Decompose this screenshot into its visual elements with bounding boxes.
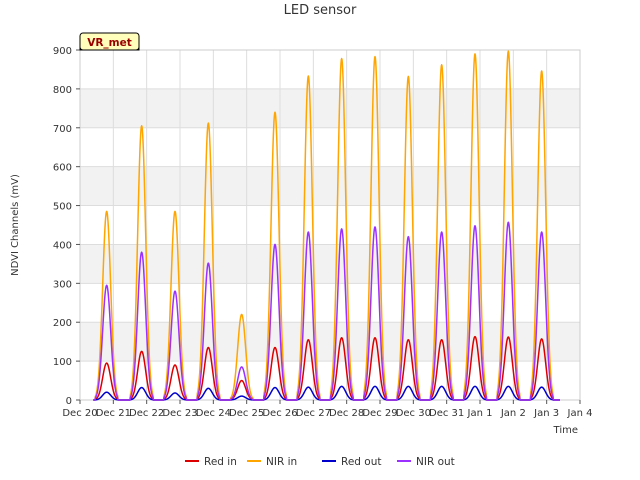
x-tick-label: Dec 29 <box>362 408 397 419</box>
x-tick-label: Jan 1 <box>467 408 493 419</box>
x-tick-label: Dec 26 <box>262 408 297 419</box>
x-tick-label: Dec 31 <box>429 408 464 419</box>
y-tick-label: 700 <box>53 124 72 135</box>
chart-title: LED sensor <box>284 3 357 18</box>
legend-label: NIR out <box>416 456 455 468</box>
x-tick-label: Jan 3 <box>533 408 559 419</box>
y-tick-label: 100 <box>53 357 72 368</box>
y-tick-label: 200 <box>53 318 72 329</box>
plot-band <box>80 166 580 206</box>
x-tick-label: Dec 23 <box>162 408 197 419</box>
legend: Red in NIR in Red out NIR out <box>185 456 455 468</box>
x-tick-label: Dec 27 <box>296 408 331 419</box>
y-tick-label: 0 <box>66 396 72 407</box>
x-tick-label: Dec 21 <box>96 408 131 419</box>
x-tick-label: Dec 25 <box>229 408 264 419</box>
y-axis-label: NDVI Channels (mV) <box>10 174 21 276</box>
x-tick-label: Dec 22 <box>129 408 164 419</box>
y-tick-label: 600 <box>53 163 72 174</box>
y-axis-ticks: 0 100 200 300 400 500 600 700 800 900 <box>53 46 80 407</box>
vr-met-annotation: VR_met <box>79 32 140 51</box>
plot-band <box>80 244 580 284</box>
plot-background-bands <box>80 88 580 362</box>
x-tick-label: Jan 2 <box>500 408 526 419</box>
annotation-text: VR_met <box>87 37 132 49</box>
x-tick-label: Dec 28 <box>329 408 364 419</box>
x-axis-label: Time <box>553 425 578 436</box>
y-tick-label: 300 <box>53 279 72 290</box>
y-tick-label: 500 <box>53 202 72 213</box>
annotation-box <box>79 32 140 51</box>
legend-label: Red in <box>204 456 237 468</box>
plot-band <box>80 322 580 362</box>
legend-label: NIR in <box>266 456 297 468</box>
x-tick-label: Dec 20 <box>62 408 97 419</box>
y-tick-label: 800 <box>53 85 72 96</box>
plot-band <box>80 88 580 128</box>
x-tick-label: Dec 30 <box>396 408 431 419</box>
legend-label: Red out <box>341 456 381 468</box>
series-line-nir-out <box>92 221 561 401</box>
y-tick-label: 400 <box>53 240 72 251</box>
y-tick-label: 900 <box>53 46 72 57</box>
series-lines <box>92 50 561 401</box>
x-tick-label: Jan 4 <box>567 408 593 419</box>
x-tick-label: Dec 24 <box>196 408 231 419</box>
